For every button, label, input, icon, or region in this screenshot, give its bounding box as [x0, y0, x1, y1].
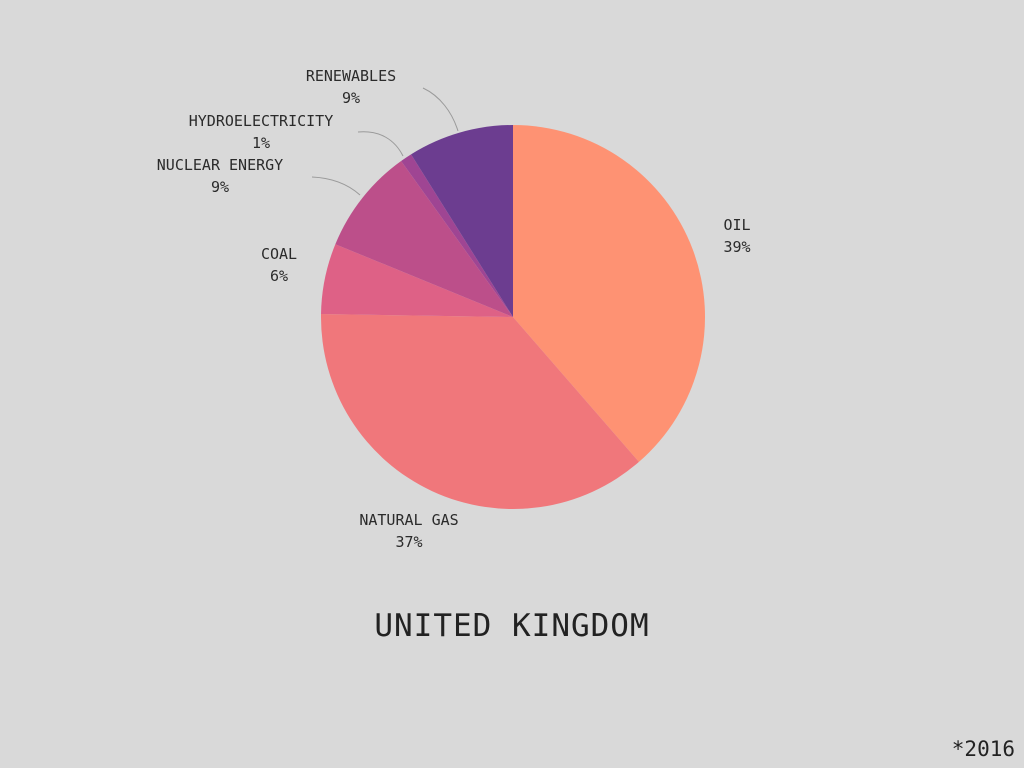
slice-percent-natural-gas: 37%	[395, 533, 422, 551]
slice-label-natural-gas: NATURAL GAS	[359, 511, 458, 529]
slice-label-oil: OIL	[723, 216, 750, 234]
pie-slice-coal	[321, 244, 513, 317]
slice-label-coal: COAL	[261, 245, 297, 263]
pie-slice-oil	[513, 125, 706, 462]
slice-label-nuclear-energy: NUCLEAR ENERGY	[157, 156, 283, 174]
slice-percent-oil: 39%	[723, 238, 750, 256]
pie-slice-renewables	[411, 125, 513, 317]
pie-slice-hydroelectricity	[401, 154, 513, 317]
slice-percent-hydroelectricity: 1%	[252, 134, 270, 152]
leader-line-hydroelectricity	[357, 131, 404, 157]
slice-percent-renewables: 9%	[342, 89, 360, 107]
leader-line-renewables	[422, 87, 459, 132]
slice-percent-coal: 6%	[270, 267, 288, 285]
pie-slice-nuclear-energy	[335, 160, 513, 317]
pie-slice-natural-gas	[320, 314, 639, 510]
footnote-year: *2016	[951, 737, 1015, 761]
slice-label-renewables: RENEWABLES	[306, 67, 396, 85]
slice-label-hydroelectricity: HYDROELECTRICITY	[189, 112, 334, 130]
leader-line-nuclear-energy	[311, 176, 361, 196]
chart-title: UNITED KINGDOM	[374, 608, 650, 644]
slice-percent-nuclear-energy: 9%	[211, 178, 229, 196]
